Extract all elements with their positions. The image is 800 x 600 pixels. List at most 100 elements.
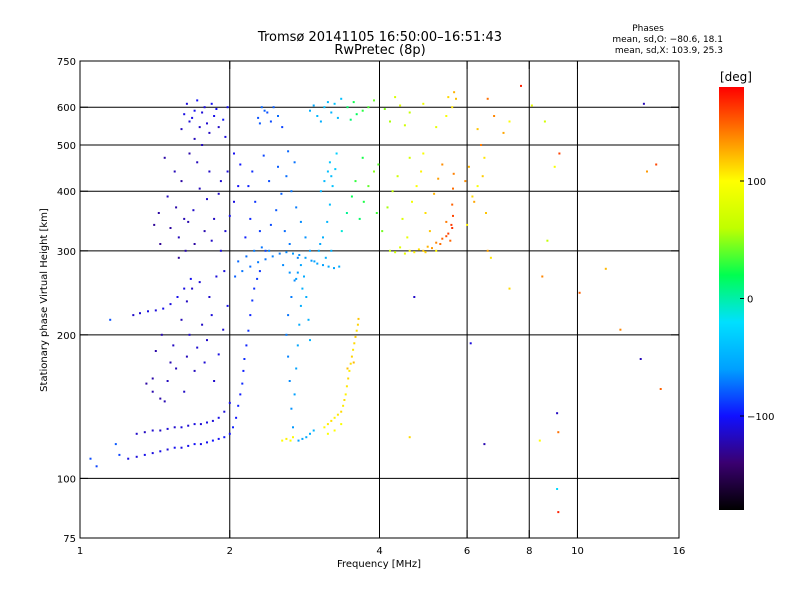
data-point <box>219 180 222 183</box>
data-point <box>305 296 308 298</box>
data-point <box>213 380 216 382</box>
data-point <box>245 255 248 258</box>
data-point <box>288 271 291 274</box>
data-point <box>223 270 226 273</box>
data-point <box>160 333 163 336</box>
chart-title: Tromsø 20141105 16:50:00–16:51:43 <box>257 30 502 45</box>
data-point <box>239 163 242 166</box>
data-point <box>234 275 237 278</box>
data-point <box>476 185 479 188</box>
data-point <box>319 120 322 123</box>
data-point <box>269 223 272 226</box>
data-point <box>298 323 301 326</box>
data-point <box>203 106 206 109</box>
data-point <box>520 84 522 87</box>
data-point <box>285 333 288 336</box>
data-point <box>445 235 448 238</box>
data-point <box>331 185 334 188</box>
data-point <box>467 165 470 168</box>
data-point <box>340 97 343 100</box>
data-point <box>361 156 364 159</box>
colorbar-ticks: 100 0 −100 <box>740 177 774 423</box>
data-point <box>166 448 169 451</box>
data-point <box>546 239 549 242</box>
data-point <box>175 367 178 370</box>
data-point <box>127 457 130 460</box>
data-point <box>435 249 438 252</box>
data-point <box>293 161 296 164</box>
data-point <box>183 217 186 220</box>
data-point <box>196 161 199 164</box>
data-point <box>451 106 454 109</box>
chart-subtitle: RwPretec (8p) <box>334 43 425 58</box>
data-point <box>173 170 176 173</box>
data-point <box>159 429 162 432</box>
data-point <box>489 256 492 259</box>
data-point <box>413 296 416 298</box>
data-point <box>185 300 188 303</box>
data-point <box>553 165 556 168</box>
data-point <box>237 260 240 263</box>
y-tick-label: 75 <box>63 534 76 545</box>
data-point <box>145 382 148 385</box>
data-point <box>439 243 442 245</box>
data-point <box>203 230 206 233</box>
data-point <box>297 439 300 442</box>
data-point <box>237 404 240 407</box>
data-point <box>424 251 427 254</box>
data-point <box>333 429 336 432</box>
data-point <box>319 243 322 245</box>
data-point <box>290 190 293 193</box>
data-point <box>415 185 418 188</box>
data-point <box>646 170 648 173</box>
data-point <box>486 97 489 100</box>
data-point <box>469 342 472 345</box>
data-point <box>349 362 352 365</box>
data-point <box>330 111 333 114</box>
data-point <box>233 152 235 155</box>
data-point <box>558 152 561 155</box>
data-point <box>619 328 622 331</box>
data-point <box>333 267 335 270</box>
data-point <box>135 432 138 435</box>
data-point <box>159 397 162 400</box>
data-point <box>312 429 315 432</box>
data-point <box>251 299 254 302</box>
data-point <box>326 170 329 173</box>
data-point <box>464 180 467 183</box>
data-point <box>217 437 220 440</box>
data-point <box>295 277 298 280</box>
data-point <box>217 126 220 129</box>
data-point <box>356 323 359 326</box>
data-point <box>431 247 433 250</box>
data-point <box>345 212 348 214</box>
data-point <box>151 377 154 380</box>
data-point <box>557 431 560 434</box>
data-point <box>241 270 244 273</box>
data-point <box>305 436 308 439</box>
data-point <box>449 239 452 242</box>
data-point <box>180 180 183 183</box>
data-point <box>193 109 196 112</box>
data-point <box>455 97 457 100</box>
data-point <box>277 165 279 168</box>
data-point <box>481 175 484 178</box>
data-point <box>169 227 172 229</box>
data-point <box>180 426 183 429</box>
data-point <box>199 443 202 446</box>
data-point <box>292 436 294 439</box>
data-point <box>264 249 267 252</box>
data-point <box>309 109 311 112</box>
data-point <box>340 423 343 426</box>
data-point <box>269 120 272 123</box>
data-point <box>373 99 375 102</box>
data-point <box>441 163 444 166</box>
data-point <box>268 180 271 183</box>
data-point <box>450 223 453 226</box>
data-point <box>335 152 338 155</box>
data-point <box>556 412 559 415</box>
data-point <box>659 388 662 390</box>
data-point <box>451 203 454 206</box>
data-point <box>408 111 411 114</box>
data-point <box>139 312 141 315</box>
